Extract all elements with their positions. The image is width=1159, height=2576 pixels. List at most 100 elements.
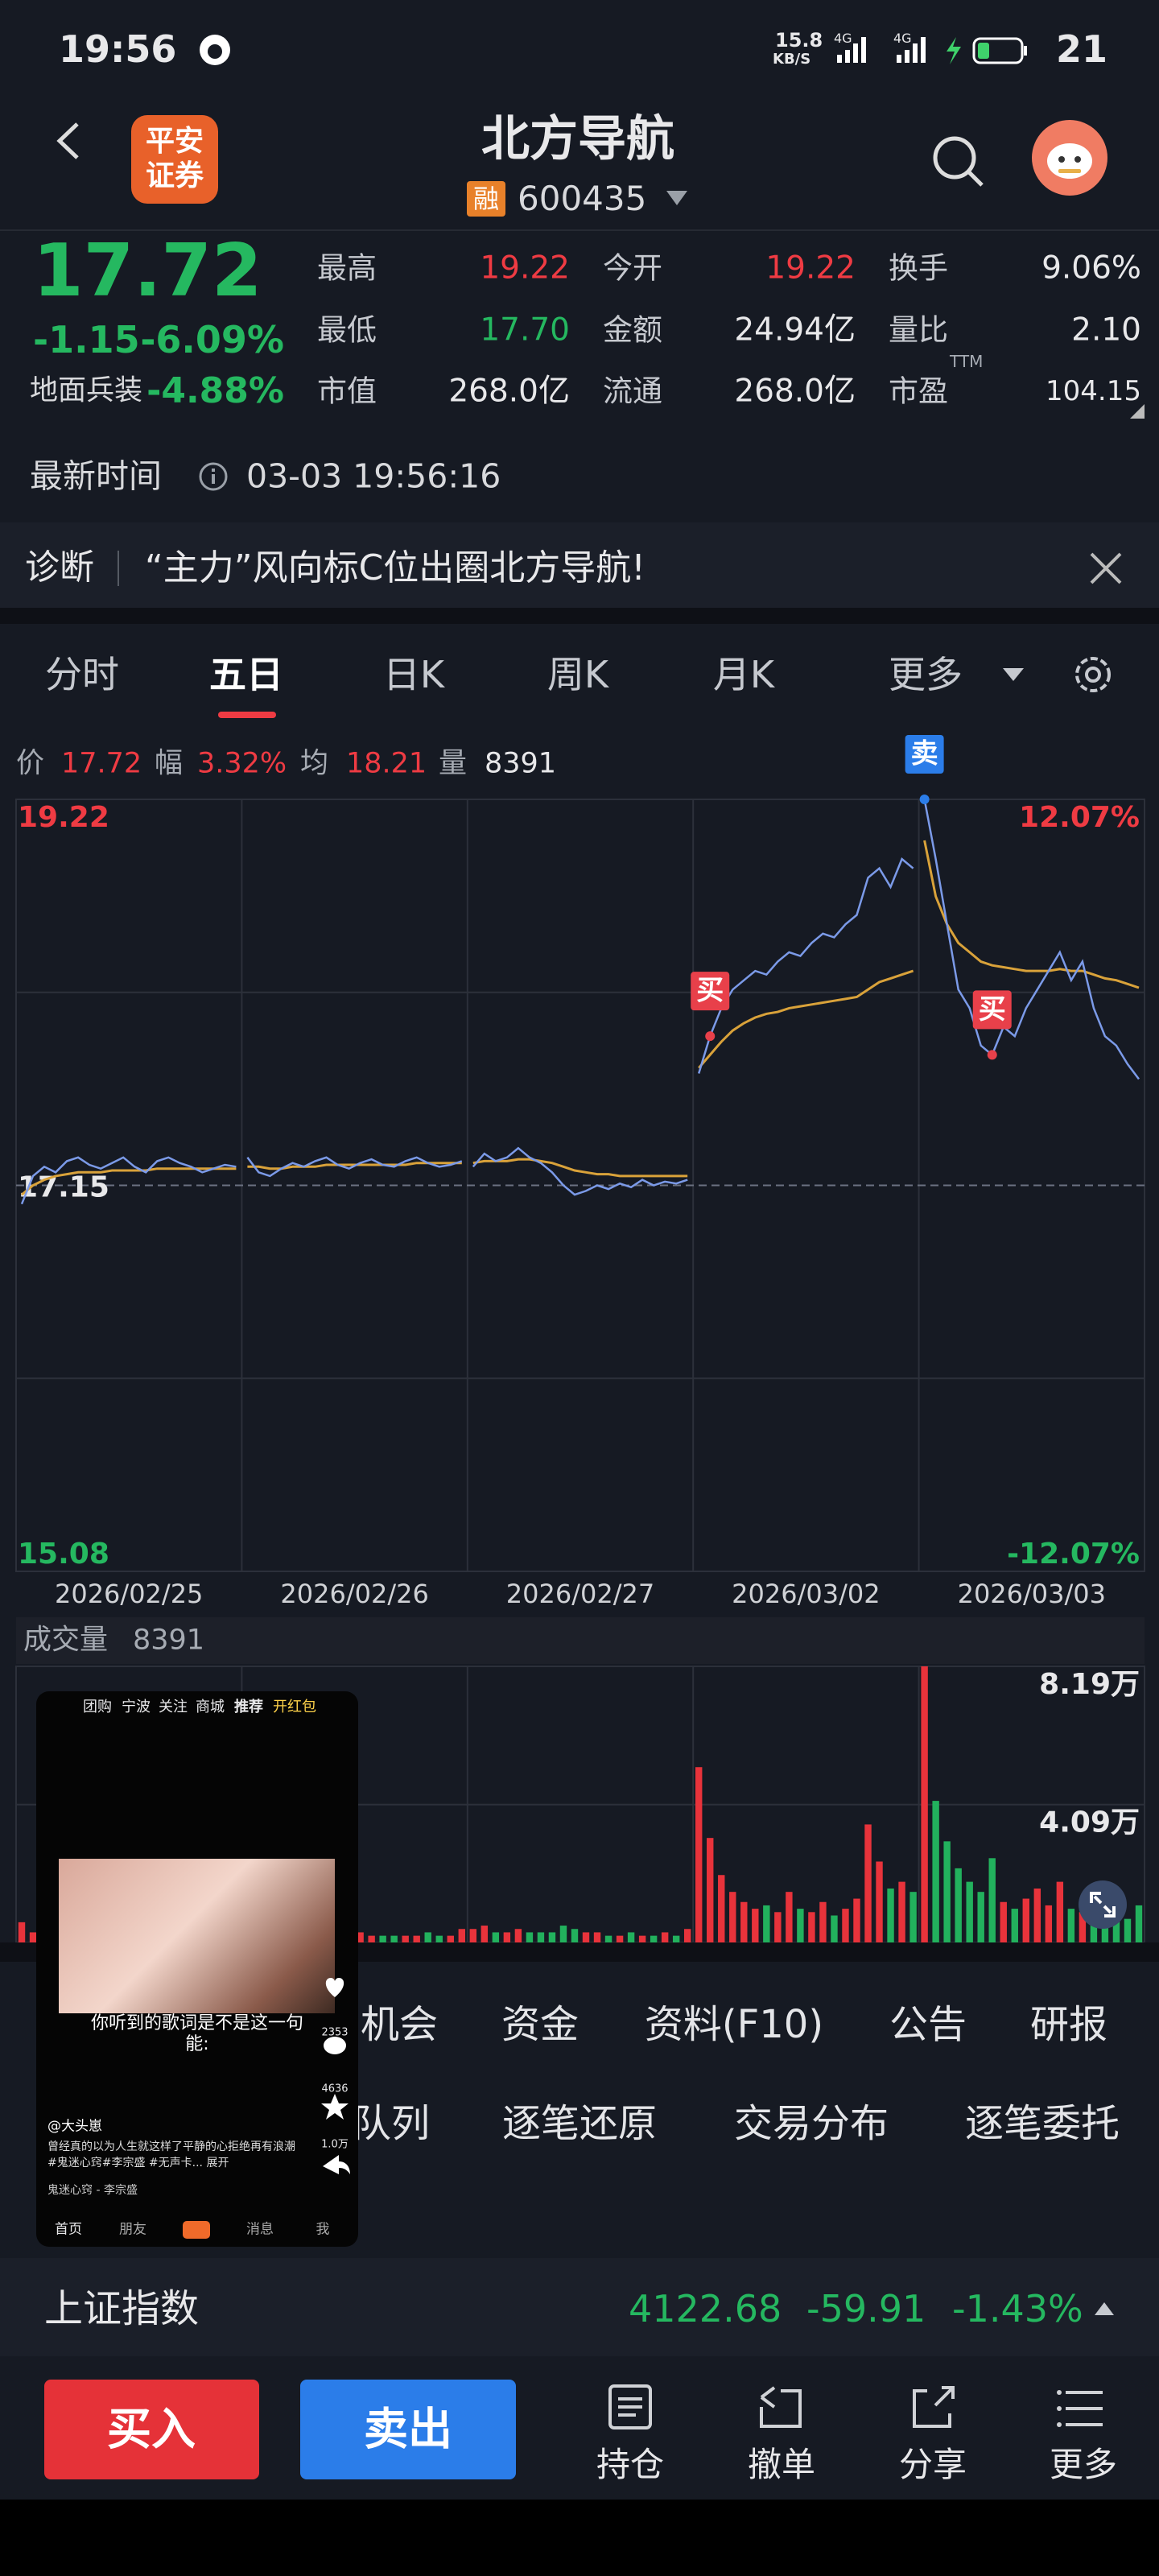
expand-arrow[interactable] <box>1093 2301 1116 2317</box>
corner-mark <box>1130 404 1145 419</box>
info-value: 8391 <box>485 747 557 780</box>
video-nav[interactable]: 首页 <box>55 2221 82 2238</box>
info-label: 量 <box>439 747 468 780</box>
x-tick-label: 2026/03/02 <box>732 1579 880 1609</box>
volume-bar <box>831 1915 838 1942</box>
video-nav[interactable]: 我 <box>316 2221 330 2238</box>
assistant-avatar[interactable] <box>1031 119 1108 196</box>
settings-button[interactable] <box>1070 652 1116 697</box>
volume-bar <box>481 1926 489 1942</box>
buy-button[interactable] <box>44 2380 259 2479</box>
volume-bar <box>492 1932 500 1942</box>
menu-item[interactable]: 逐笔委托 <box>964 2101 1120 2146</box>
video-author[interactable]: @大头崽 <box>47 2118 102 2135</box>
stock-code[interactable]: 600435 <box>518 179 647 218</box>
video-tab[interactable]: 关注 <box>159 1699 188 1715</box>
net-unit: KB/S <box>773 51 811 68</box>
battery-level: 21 <box>1056 27 1108 71</box>
volume-bar <box>842 1909 849 1942</box>
volume-bar <box>638 1935 646 1942</box>
menu-item[interactable]: 资金 <box>501 2002 580 2047</box>
y2-tick-label: -12.07% <box>1007 1538 1140 1571</box>
y2-tick-label: 12.07% <box>1019 801 1140 834</box>
menu-item[interactable]: 交易分布 <box>733 2101 889 2146</box>
video-tab[interactable]: 推荐 <box>234 1699 263 1715</box>
volume-bar <box>909 1892 917 1942</box>
volume-bar <box>1079 1912 1087 1942</box>
period-tab[interactable]: 五日 <box>209 653 283 696</box>
menu-item[interactable]: 逐笔还原 <box>501 2101 658 2146</box>
action-label[interactable]: 更多 <box>1049 2445 1118 2484</box>
period-tab[interactable]: 月K <box>712 653 775 696</box>
clock: 19:56 <box>59 27 177 71</box>
period-tab[interactable]: 更多 <box>889 653 963 696</box>
video-tab[interactable]: 团购 <box>83 1699 112 1715</box>
trade-marker-label: 买 <box>979 993 1006 1026</box>
sector-name[interactable]: 地面兵装 <box>30 374 143 407</box>
video-nav[interactable]: 朋友 <box>119 2221 146 2238</box>
period-tab[interactable]: 分时 <box>45 653 119 696</box>
video-overlay[interactable]: 团购 宁波 关注 商城 推荐 开红包 你听到的歌词是不是这一句能: @大头崽 曾… <box>36 1691 358 2247</box>
broker-name: 证券 <box>145 159 204 192</box>
period-tab[interactable]: 周K <box>547 653 609 696</box>
video-nav[interactable]: 消息 <box>246 2221 274 2238</box>
video-frame <box>59 1859 335 2013</box>
volume-bar <box>661 1932 669 1942</box>
info-value: 17.72 <box>61 747 142 780</box>
status-icon <box>200 35 230 65</box>
code-dropdown[interactable] <box>665 189 689 207</box>
sell-button[interactable] <box>300 2380 516 2479</box>
menu-item[interactable]: 公告 <box>889 2002 967 2047</box>
menu-item[interactable]: 资料(F10) <box>644 2002 824 2047</box>
volume-bar <box>526 1932 534 1942</box>
more-dropdown[interactable] <box>1001 667 1025 683</box>
video-tab[interactable]: 开红包 <box>273 1699 316 1715</box>
notice-bar[interactable] <box>0 522 1159 608</box>
y-tick-label: 15.08 <box>18 1538 109 1571</box>
trade-marker <box>972 990 1012 1030</box>
back-button[interactable] <box>48 121 89 161</box>
volume-bar <box>887 1888 894 1942</box>
menu-item[interactable]: 研报 <box>1029 2002 1108 2047</box>
margin-tag: 融 <box>467 181 505 217</box>
volume-bar <box>966 1881 973 1942</box>
signal-type: 4G <box>834 31 852 46</box>
volume-bar <box>718 1875 725 1942</box>
field-value: 268.0亿 <box>734 373 856 410</box>
action-label[interactable]: 持仓 <box>596 2445 665 2484</box>
menu-item[interactable]: 队列 <box>352 2101 431 2146</box>
y-tick-label: 19.22 <box>18 801 109 834</box>
volume-bar <box>1067 1909 1075 1942</box>
volume-bar <box>650 1935 658 1942</box>
field-label: 市值 <box>317 374 377 409</box>
price-change-pct: -6.09% <box>140 318 284 361</box>
search-button[interactable] <box>930 134 987 190</box>
volume-bar <box>683 1929 691 1942</box>
info-icon[interactable] <box>197 460 229 493</box>
index-bar[interactable] <box>0 2258 1159 2356</box>
video-tab[interactable]: 商城 <box>196 1699 225 1715</box>
period-tab[interactable]: 日K <box>382 653 445 696</box>
volume-bar <box>864 1824 872 1942</box>
notice-text[interactable]: “主力”风向标C位出圈北方导航! <box>145 547 645 588</box>
notice-label: 诊断 <box>25 547 94 588</box>
action-label[interactable]: 撤单 <box>747 2445 816 2484</box>
volume-bar <box>932 1801 939 1942</box>
video-tab[interactable]: 宁波 <box>122 1699 151 1715</box>
field-label: 金额 <box>603 312 662 348</box>
menu-item[interactable]: 机会 <box>360 2002 439 2047</box>
volume-bar <box>379 1935 386 1942</box>
close-button[interactable] <box>1088 551 1124 586</box>
field-value: 19.22 <box>480 250 570 287</box>
broker-logo[interactable]: 平安 证券 <box>131 115 218 204</box>
volume-bar <box>707 1838 714 1942</box>
volume-bar <box>537 1932 545 1942</box>
fullscreen-button[interactable] <box>1077 1879 1128 1930</box>
trade-marker <box>691 972 730 1011</box>
volume-bar <box>1135 1905 1143 1942</box>
trade-marker-label: 卖 <box>911 738 938 770</box>
action-label[interactable]: 分享 <box>898 2445 967 2484</box>
volume-bar <box>898 1881 905 1942</box>
video-plus[interactable] <box>183 2221 210 2239</box>
